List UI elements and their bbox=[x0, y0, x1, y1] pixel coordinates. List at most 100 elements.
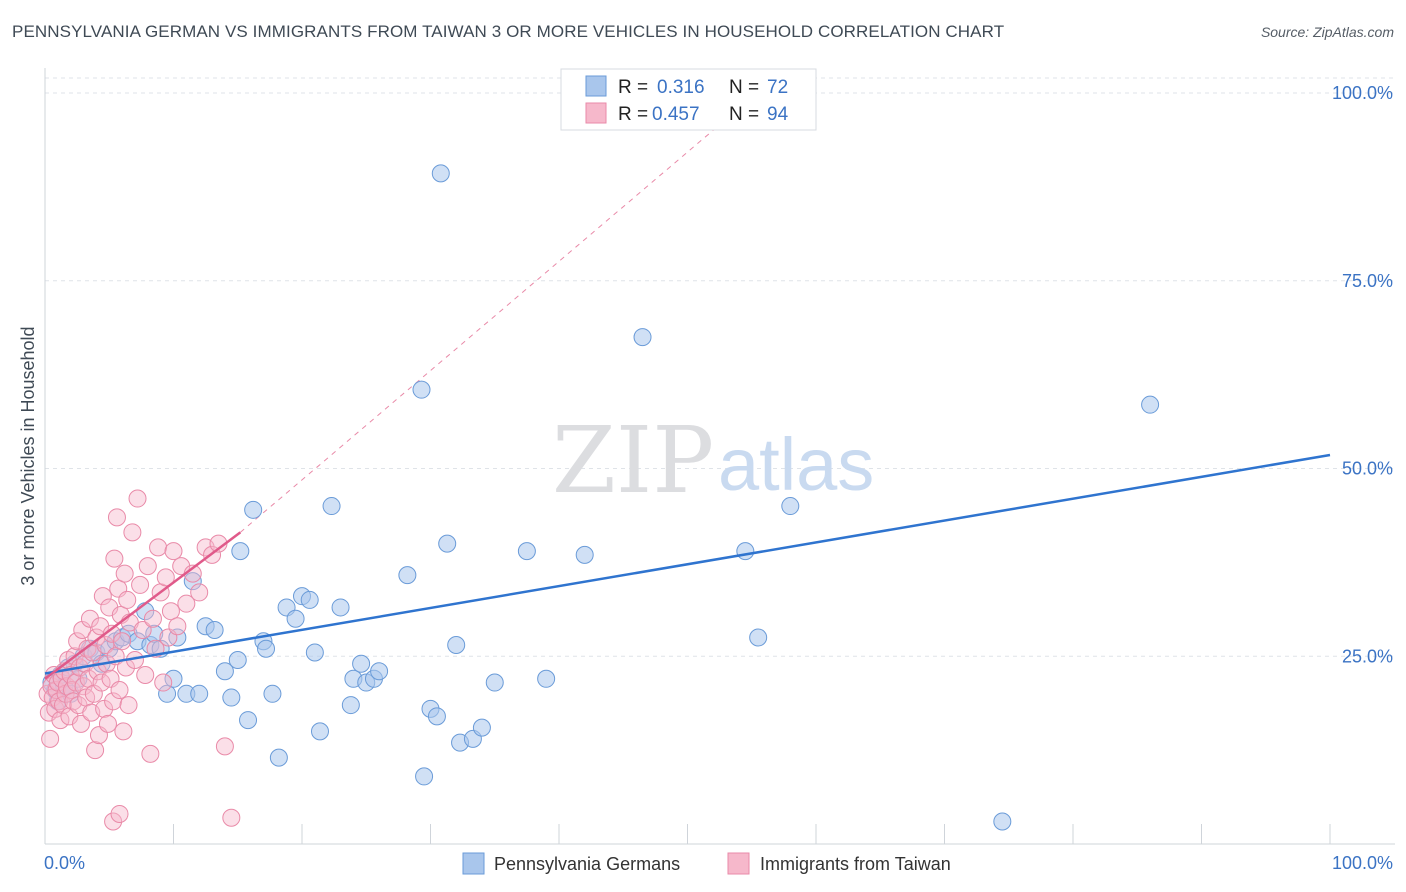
trend-lines bbox=[44, 453, 1331, 680]
point-pennsylvania-germans bbox=[269, 748, 288, 767]
point-immigrants-from-taiwan bbox=[115, 564, 134, 583]
point-immigrants-from-taiwan bbox=[154, 673, 173, 692]
point-immigrants-from-taiwan bbox=[80, 609, 99, 628]
point-immigrants-from-taiwan bbox=[161, 602, 180, 621]
x-tick-label-left: 0.0% bbox=[44, 853, 85, 873]
point-immigrants-from-taiwan bbox=[149, 538, 168, 557]
point-immigrants-from-taiwan bbox=[113, 632, 132, 651]
point-immigrants-from-taiwan bbox=[98, 714, 117, 733]
legend-r-label-blue: R = bbox=[618, 77, 648, 98]
point-pennsylvania-germans bbox=[415, 767, 434, 786]
point-pennsylvania-germans bbox=[244, 500, 263, 519]
legend-swatch-blue bbox=[585, 75, 607, 97]
legend-n-value-blue: 72 bbox=[767, 77, 788, 98]
point-immigrants-from-taiwan bbox=[190, 583, 209, 602]
point-pennsylvania-germans bbox=[228, 651, 247, 670]
point-immigrants-from-taiwan bbox=[110, 804, 129, 823]
point-pennsylvania-germans bbox=[427, 707, 446, 726]
point-pennsylvania-germans bbox=[331, 598, 350, 617]
point-immigrants-from-taiwan bbox=[51, 711, 70, 730]
watermark-atlas: atlas bbox=[718, 423, 874, 506]
trend-line-immigrants-from-taiwan bbox=[44, 531, 242, 680]
point-immigrants-from-taiwan bbox=[138, 557, 157, 576]
point-immigrants-from-taiwan bbox=[105, 549, 124, 568]
bottom-legend-label-blue: Pennsylvania Germans bbox=[494, 854, 680, 874]
point-pennsylvania-germans bbox=[472, 718, 491, 737]
point-pennsylvania-germans bbox=[341, 696, 360, 715]
point-immigrants-from-taiwan bbox=[123, 523, 142, 542]
point-pennsylvania-germans bbox=[310, 722, 329, 741]
point-immigrants-from-taiwan bbox=[86, 741, 105, 760]
point-pennsylvania-germans bbox=[257, 639, 276, 658]
point-pennsylvania-germans bbox=[322, 497, 341, 516]
bottom-legend-label-pink: Immigrants from Taiwan bbox=[760, 854, 951, 874]
correlation-legend: R = 0.316 N = 72 R = 0.457 N = 94 bbox=[560, 68, 817, 131]
point-pennsylvania-germans bbox=[412, 380, 431, 399]
point-pennsylvania-germans bbox=[205, 620, 224, 639]
source-label: Source: ZipAtlas.com bbox=[1260, 24, 1394, 40]
legend-r-value-pink: 0.457 bbox=[652, 104, 700, 125]
trend-extension-taiwan bbox=[239, 118, 727, 533]
point-immigrants-from-taiwan bbox=[156, 568, 175, 587]
point-pennsylvania-germans bbox=[263, 684, 282, 703]
point-immigrants-from-taiwan bbox=[114, 722, 133, 741]
x-tick-label-right: 100.0% bbox=[1332, 853, 1393, 873]
point-immigrants-from-taiwan bbox=[168, 617, 187, 636]
watermark-zip: ZIP bbox=[552, 407, 714, 514]
point-immigrants-from-taiwan bbox=[68, 632, 87, 651]
axes bbox=[44, 68, 1395, 845]
legend-r-label-pink: R = bbox=[618, 104, 648, 125]
point-pennsylvania-germans bbox=[231, 542, 250, 561]
y-tick-label-25: 25.0% bbox=[1342, 646, 1393, 666]
point-immigrants-from-taiwan bbox=[118, 590, 137, 609]
series-legend: Pennsylvania Germans Immigrants from Tai… bbox=[462, 852, 951, 875]
point-pennsylvania-germans bbox=[781, 497, 800, 516]
point-immigrants-from-taiwan bbox=[96, 635, 115, 654]
point-pennsylvania-germans bbox=[517, 542, 536, 561]
point-pennsylvania-germans bbox=[447, 635, 466, 654]
series-pennsylvania-germans bbox=[42, 78, 1160, 831]
point-pennsylvania-germans bbox=[431, 164, 450, 183]
tick-labels: 25.0% 50.0% 75.0% 100.0% 0.0% 100.0% bbox=[44, 83, 1393, 873]
point-pennsylvania-germans bbox=[239, 711, 258, 730]
bottom-legend-swatch-blue bbox=[462, 852, 485, 875]
point-immigrants-from-taiwan bbox=[53, 696, 72, 715]
point-pennsylvania-germans bbox=[190, 684, 209, 703]
point-immigrants-from-taiwan bbox=[110, 681, 129, 700]
bottom-legend-swatch-pink bbox=[727, 852, 750, 875]
point-immigrants-from-taiwan bbox=[131, 575, 150, 594]
point-pennsylvania-germans bbox=[736, 542, 755, 561]
point-pennsylvania-germans bbox=[1141, 395, 1160, 414]
point-pennsylvania-germans bbox=[305, 643, 324, 662]
grid-lines bbox=[45, 77, 1395, 657]
point-immigrants-from-taiwan bbox=[215, 737, 234, 756]
y-tick-label-75: 75.0% bbox=[1342, 271, 1393, 291]
point-pennsylvania-germans bbox=[222, 688, 241, 707]
point-pennsylvania-germans bbox=[164, 669, 183, 688]
point-pennsylvania-germans bbox=[215, 662, 234, 681]
point-immigrants-from-taiwan bbox=[143, 609, 162, 628]
point-immigrants-from-taiwan bbox=[136, 666, 155, 685]
legend-n-value-pink: 94 bbox=[767, 104, 789, 125]
point-pennsylvania-germans bbox=[575, 545, 594, 564]
point-pennsylvania-germans bbox=[633, 328, 652, 347]
point-immigrants-from-taiwan bbox=[222, 808, 241, 827]
point-pennsylvania-germans bbox=[145, 624, 164, 643]
trend-extension bbox=[239, 118, 727, 533]
point-immigrants-from-taiwan bbox=[95, 699, 114, 718]
point-immigrants-from-taiwan bbox=[104, 692, 123, 711]
point-immigrants-from-taiwan bbox=[177, 594, 196, 613]
point-pennsylvania-germans bbox=[398, 566, 417, 585]
point-pennsylvania-germans bbox=[749, 628, 768, 647]
point-immigrants-from-taiwan bbox=[119, 696, 138, 715]
point-immigrants-from-taiwan bbox=[92, 673, 111, 692]
point-immigrants-from-taiwan bbox=[107, 508, 126, 527]
point-pennsylvania-germans bbox=[158, 684, 177, 703]
legend-n-label-pink: N = bbox=[729, 104, 759, 125]
point-immigrants-from-taiwan bbox=[47, 681, 66, 700]
chart-title: PENNSYLVANIA GERMAN VS IMMIGRANTS FROM T… bbox=[12, 22, 1005, 41]
point-pennsylvania-germans bbox=[438, 534, 457, 553]
point-immigrants-from-taiwan bbox=[41, 729, 60, 748]
point-immigrants-from-taiwan bbox=[104, 812, 123, 831]
